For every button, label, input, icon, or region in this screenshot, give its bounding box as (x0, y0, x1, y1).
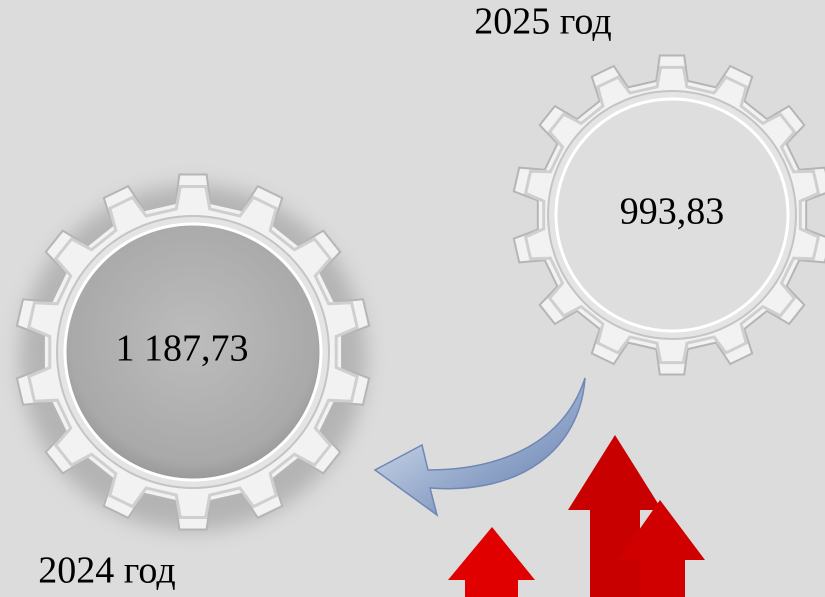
value-label: 993,83 (620, 191, 725, 233)
infographic: 2025 год 993,83 1 187,73 2024 год (0, 0, 825, 597)
year-label: 2025 год (474, 1, 611, 43)
year-label: 2024 год (38, 550, 175, 592)
value-label: 1 187,73 (116, 328, 249, 370)
page: 2025 год 993,83 1 187,73 2024 год (() =>… (0, 0, 825, 597)
